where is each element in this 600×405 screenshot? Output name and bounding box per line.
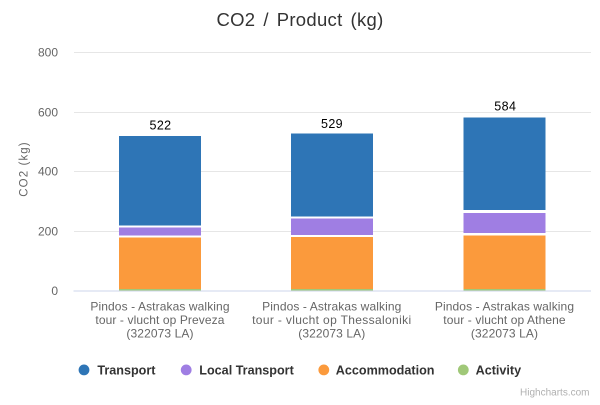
svg-text:(322073 LA): (322073 LA) (471, 327, 538, 341)
svg-text:0: 0 (51, 284, 58, 298)
svg-text:529: 529 (321, 117, 343, 131)
svg-text:CO2 (kg): CO2 (kg) (19, 141, 31, 196)
svg-text:(322073 LA): (322073 LA) (126, 327, 193, 341)
svg-text:Activity: Activity (476, 363, 521, 377)
svg-text:Highcharts.com: Highcharts.com (520, 388, 589, 399)
svg-text:522: 522 (149, 118, 171, 132)
svg-text:tour - vlucht op Preveza: tour - vlucht op Preveza (95, 313, 224, 327)
svg-text:Local Transport: Local Transport (199, 363, 294, 377)
svg-text:800: 800 (38, 46, 58, 60)
svg-text:600: 600 (38, 106, 58, 120)
svg-text:Pindos - Astrakas walking: Pindos - Astrakas walking (262, 300, 401, 314)
svg-text:tour - vlucht op Thessaloniki: tour - vlucht op Thessaloniki (252, 313, 411, 327)
svg-text:Accommodation: Accommodation (336, 363, 435, 377)
svg-text:400: 400 (38, 165, 58, 179)
svg-text:200: 200 (38, 225, 58, 239)
svg-text:Pindos - Astrakas walking: Pindos - Astrakas walking (90, 300, 229, 314)
svg-text:(322073 LA): (322073 LA) (298, 327, 365, 341)
svg-text:CO2 / Product (kg): CO2 / Product (kg) (216, 9, 383, 30)
svg-text:Pindos - Astrakas walking: Pindos - Astrakas walking (435, 300, 574, 314)
svg-text:Transport: Transport (97, 363, 156, 377)
svg-text:584: 584 (494, 99, 516, 113)
svg-text:tour - vlucht op Athene: tour - vlucht op Athene (443, 313, 566, 327)
